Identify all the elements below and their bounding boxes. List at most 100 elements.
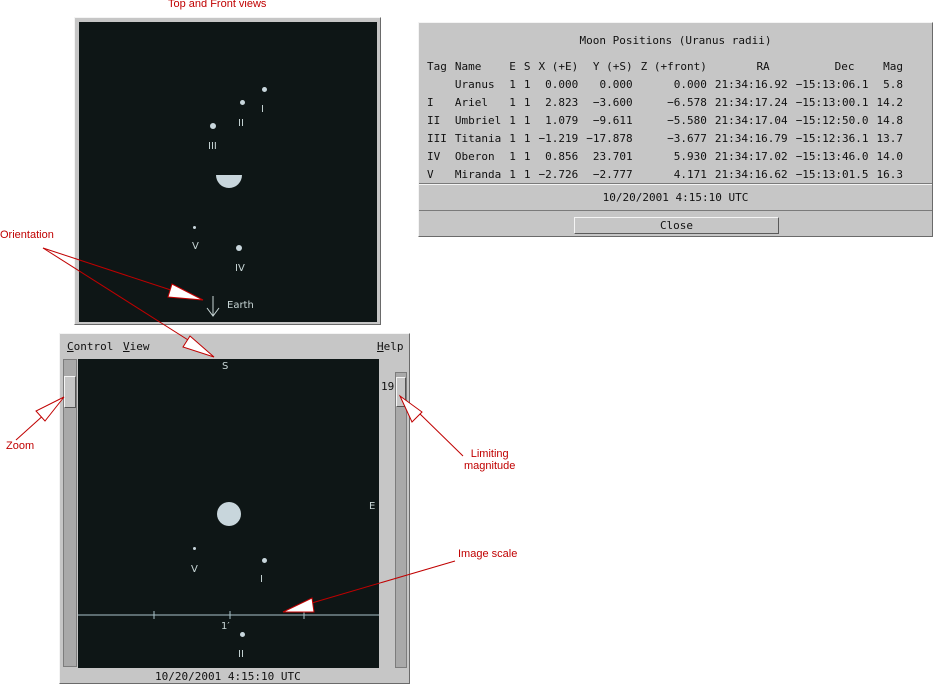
moon-oberon-dot bbox=[236, 245, 242, 251]
moon-ariel-dot bbox=[262, 87, 267, 92]
cell-dec: −15:13:01.5 bbox=[795, 167, 869, 181]
cell-s: 1 bbox=[523, 77, 531, 91]
moon-miranda-label-front: V bbox=[191, 564, 198, 575]
menu-control[interactable]: Control bbox=[67, 340, 113, 353]
cell-e: 1 bbox=[509, 167, 516, 181]
cell-ra: 21:34:17.04 bbox=[714, 113, 788, 127]
cell-mag: 13.7 bbox=[876, 131, 904, 145]
cell-tag: I bbox=[427, 95, 434, 109]
cell-s: 1 bbox=[523, 167, 531, 181]
table-row: V Miranda 1 1 −2.726 −2.777 4.171 21:34:… bbox=[423, 165, 907, 183]
positions-table: Tag Name E S X (+E) Y (+S) Z (+front) RA… bbox=[423, 57, 907, 183]
cell-s: 1 bbox=[523, 149, 531, 163]
cell-e: 1 bbox=[509, 95, 516, 109]
cell-e: 1 bbox=[509, 131, 516, 145]
table-row: III Titania 1 1 −1.219 −17.878 −3.677 21… bbox=[423, 129, 907, 147]
menu-view-mnemonic: V bbox=[123, 340, 130, 353]
limiting-arrow-line bbox=[417, 411, 464, 457]
cell-z: −3.677 bbox=[667, 131, 707, 145]
cell-y: −2.777 bbox=[592, 167, 633, 181]
close-button[interactable]: Close bbox=[574, 217, 779, 234]
cell-mag: 14.8 bbox=[876, 113, 904, 127]
cell-mag: 5.8 bbox=[883, 77, 904, 91]
orientation-south-label: S bbox=[222, 361, 229, 372]
front-view-status-time: 10/20/2001 4:15:10 UTC bbox=[155, 670, 301, 683]
cell-s: 1 bbox=[523, 95, 531, 109]
moon-miranda-label: V bbox=[192, 241, 199, 252]
limiting-magnitude-slider-thumb[interactable] bbox=[396, 377, 406, 407]
cell-name: Titania bbox=[454, 131, 502, 145]
annotation-image-scale: Image scale bbox=[458, 548, 518, 560]
limiting-magnitude-slider[interactable] bbox=[395, 372, 407, 668]
cell-z: −5.580 bbox=[667, 113, 707, 127]
menu-help[interactable]: Help bbox=[377, 340, 404, 353]
moon-titania-label: III bbox=[208, 141, 217, 152]
cell-ra: 21:34:16.79 bbox=[714, 131, 788, 145]
top-view-canvas: I II III V IV Earth bbox=[79, 22, 377, 322]
moon-umbriel-dot bbox=[240, 100, 245, 105]
moon-umbriel-dot-front bbox=[240, 632, 245, 637]
menu-view[interactable]: View bbox=[123, 340, 150, 353]
cell-ra: 21:34:16.62 bbox=[714, 167, 788, 181]
table-row: I Ariel 1 1 2.823 −3.600 −6.578 21:34:17… bbox=[423, 93, 907, 111]
cell-y: 23.701 bbox=[592, 149, 633, 163]
cell-z: 5.930 bbox=[673, 149, 707, 163]
cell-mag: 14.2 bbox=[876, 95, 904, 109]
table-row: IV Oberon 1 1 0.856 23.701 5.930 21:34:1… bbox=[423, 147, 907, 165]
zoom-slider-thumb[interactable] bbox=[64, 376, 76, 408]
col-tag: Tag bbox=[427, 59, 447, 73]
moon-titania-dot bbox=[210, 123, 216, 129]
table-row: II Umbriel 1 1 1.079 −9.611 −5.580 21:34… bbox=[423, 111, 907, 129]
cell-z: 0.000 bbox=[673, 77, 707, 91]
annotation-limiting-line1: Limiting bbox=[470, 448, 509, 460]
menu-help-rest: elp bbox=[383, 340, 404, 353]
cell-mag: 14.0 bbox=[876, 149, 904, 163]
moon-ariel-dot-front bbox=[262, 558, 267, 563]
cell-y: −3.600 bbox=[592, 95, 633, 109]
cell-tag bbox=[423, 75, 451, 93]
moon-ariel-label: I bbox=[261, 104, 264, 115]
positions-status-time: 10/20/2001 4:15:10 UTC bbox=[602, 191, 749, 204]
cell-z: 4.171 bbox=[673, 167, 707, 181]
moon-oberon-label: IV bbox=[235, 263, 245, 274]
earth-arrow-icon bbox=[206, 296, 220, 317]
cell-ra: 21:34:16.92 bbox=[714, 77, 788, 91]
annotation-limiting-line2: magnitude bbox=[464, 460, 516, 472]
front-view-window: Control View Help S E V I 1′ II 19 10/20… bbox=[59, 333, 410, 684]
cell-dec: −15:12:50.0 bbox=[795, 113, 869, 127]
cell-name: Miranda bbox=[454, 167, 502, 181]
moon-ariel-label-front: I bbox=[260, 574, 263, 585]
zoom-arrow-line bbox=[15, 412, 47, 441]
limiting-magnitude-value: 19 bbox=[381, 380, 395, 393]
col-e: E bbox=[509, 59, 516, 73]
cell-x: 0.000 bbox=[545, 77, 579, 91]
top-view-window: I II III V IV Earth bbox=[74, 17, 381, 325]
table-row: Uranus 1 1 0.000 0.000 0.000 21:34:16.92… bbox=[423, 75, 907, 93]
menu-view-rest: iew bbox=[129, 340, 150, 353]
cell-ra: 21:34:17.24 bbox=[714, 95, 788, 109]
positions-title: Moon Positions (Uranus radii) bbox=[579, 34, 772, 47]
earth-label: Earth bbox=[227, 300, 254, 311]
cell-y: 0.000 bbox=[599, 77, 633, 91]
zoom-slider[interactable] bbox=[63, 359, 77, 667]
front-view-canvas: S E V I 1′ II bbox=[78, 359, 379, 668]
menu-bar: Control View Help bbox=[60, 334, 409, 356]
orientation-east-label: E bbox=[369, 501, 376, 512]
cell-ra: 21:34:17.02 bbox=[714, 149, 788, 163]
moon-miranda-dot bbox=[193, 226, 196, 229]
col-name: Name bbox=[454, 59, 482, 73]
cell-dec: −15:13:00.1 bbox=[795, 95, 869, 109]
cell-y: −9.611 bbox=[592, 113, 633, 127]
cell-y: −17.878 bbox=[586, 131, 633, 145]
cell-x: 0.856 bbox=[545, 149, 579, 163]
positions-divider bbox=[419, 183, 932, 184]
moon-positions-window: Moon Positions (Uranus radii) Tag Name E… bbox=[418, 22, 933, 237]
cell-name: Ariel bbox=[454, 95, 488, 109]
cell-x: 1.079 bbox=[545, 113, 579, 127]
menu-control-mnemonic: C bbox=[67, 340, 74, 353]
moon-umbriel-label: II bbox=[238, 118, 244, 129]
col-y: Y (+S) bbox=[592, 59, 633, 73]
menu-help-mnemonic: H bbox=[377, 340, 384, 353]
cell-s: 1 bbox=[523, 113, 531, 127]
annotation-limiting-magnitude: Limiting magnitude bbox=[464, 448, 515, 472]
